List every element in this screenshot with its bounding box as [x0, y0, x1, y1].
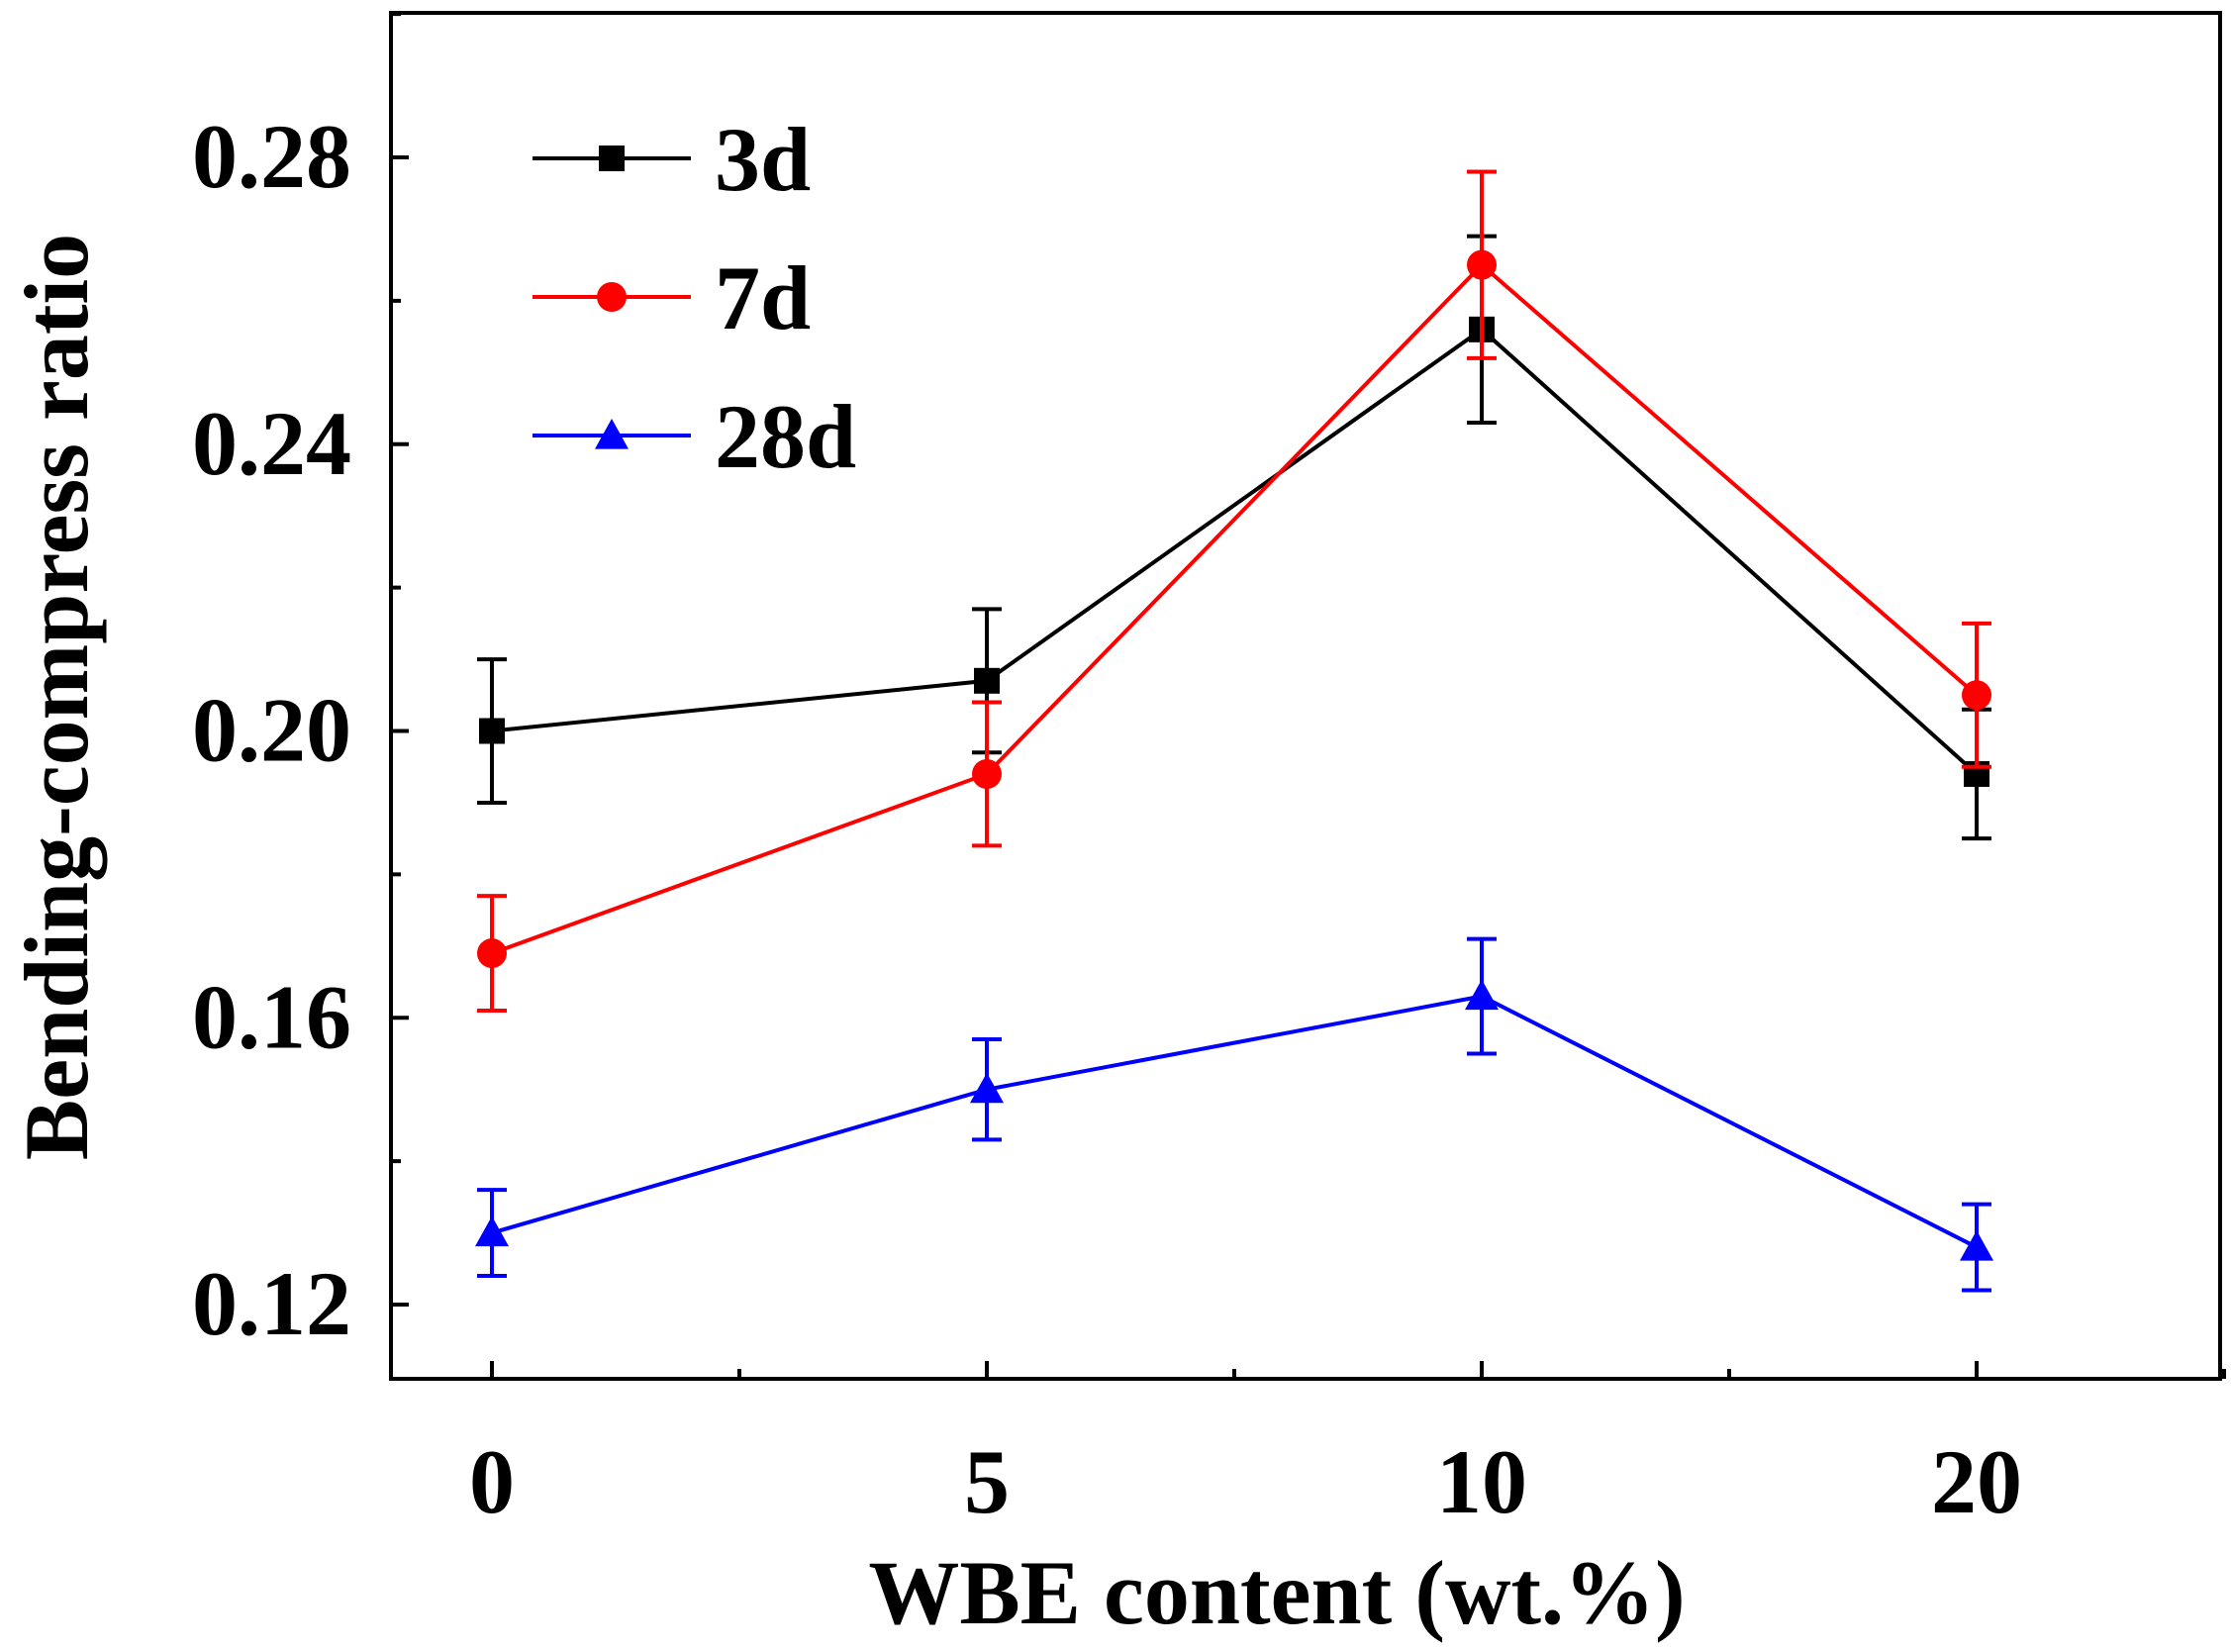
series-28d — [475, 936, 1993, 1293]
x-axis-label: WBE content (wt.%) — [868, 1542, 1685, 1643]
series-line-28d — [491, 994, 1978, 1249]
series-layer — [475, 169, 1993, 1293]
x-tick-label: 5 — [964, 1431, 1010, 1532]
series-line-7d — [491, 261, 1979, 955]
legend-marker — [595, 419, 629, 449]
data-point — [475, 1215, 509, 1247]
y-tick-label: 0.24 — [192, 393, 351, 494]
y-tick-label: 0.16 — [192, 966, 351, 1067]
y-tick-label: 0.20 — [192, 680, 351, 781]
y-axis-ticks: 0.12 0.16 0.20 0.24 0.28 — [192, 12, 409, 1354]
legend-marker — [597, 282, 627, 312]
legend-label: 28d — [715, 386, 856, 487]
data-point — [477, 938, 507, 969]
data-point — [974, 667, 1000, 694]
series-7d — [477, 169, 1991, 1014]
y-tick-label: 0.12 — [192, 1253, 351, 1354]
data-point — [970, 1072, 1004, 1104]
y-tick-label: 0.28 — [192, 106, 351, 207]
x-axis-ticks: 0 5 10 20 — [469, 1361, 2226, 1532]
series-3d — [477, 234, 1991, 841]
legend-item-7d: 7d — [533, 247, 811, 348]
data-point — [1962, 680, 1991, 711]
legend-item-3d: 3d — [533, 109, 811, 210]
plot-frame — [389, 11, 2222, 1381]
data-point — [1467, 249, 1497, 280]
legend-label: 7d — [715, 247, 811, 348]
legend-marker — [599, 146, 625, 171]
data-point — [479, 718, 505, 744]
data-point — [1960, 1230, 1993, 1261]
legend-label: 3d — [715, 109, 811, 210]
y-axis-label: Bending-compress ratio — [6, 234, 107, 1160]
series-line-3d — [491, 327, 1979, 776]
x-tick-label: 0 — [469, 1431, 515, 1532]
x-tick-label: 20 — [1931, 1431, 2022, 1532]
legend-item-28d: 28d — [533, 386, 856, 487]
legend: 3d 7d 28d — [533, 109, 856, 487]
data-point — [972, 758, 1002, 789]
data-point — [1465, 979, 1499, 1011]
x-tick-label: 10 — [1436, 1431, 1527, 1532]
